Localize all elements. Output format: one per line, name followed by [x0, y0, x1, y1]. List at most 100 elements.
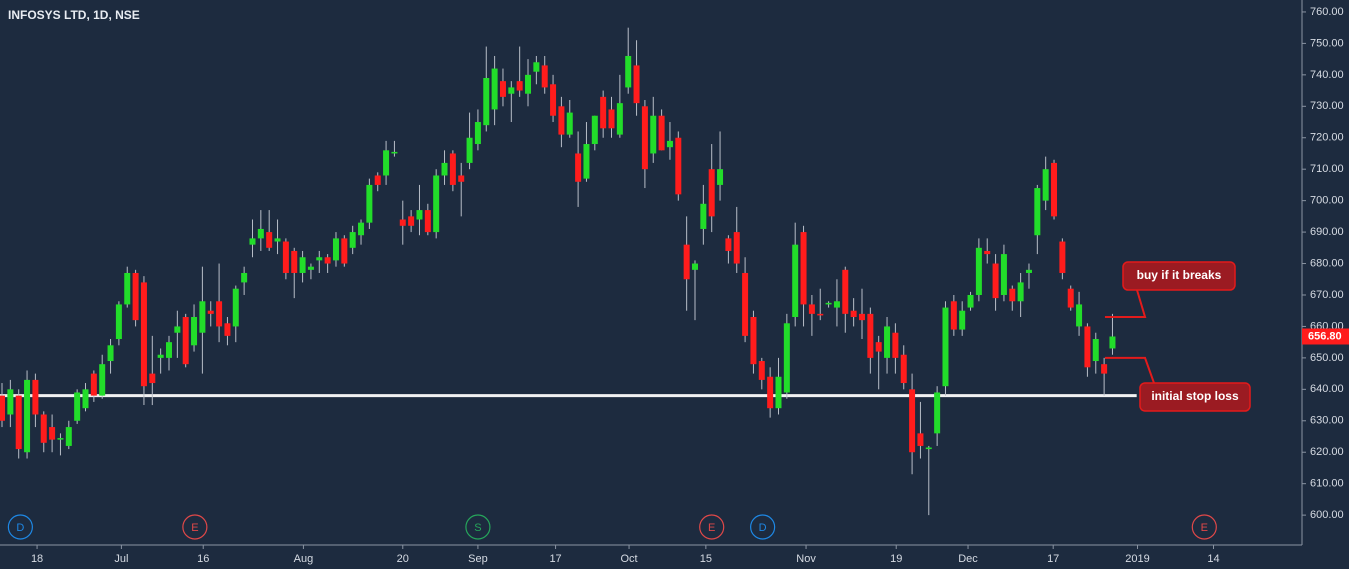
candle-body — [558, 106, 565, 135]
candle-body — [575, 153, 582, 182]
candle-body — [792, 244, 799, 317]
candle-body — [216, 301, 223, 327]
event-marker — [750, 514, 776, 540]
candle-body — [692, 263, 699, 270]
candle-body — [591, 115, 598, 145]
candle-body — [508, 87, 515, 94]
candle-body — [683, 244, 690, 280]
candle-body — [1009, 288, 1016, 302]
y-tick-label: 760.00 — [1310, 6, 1344, 18]
event-marker — [1191, 514, 1217, 540]
candle-body — [1042, 169, 1049, 201]
candle-body — [616, 103, 623, 135]
y-tick-label: 700.00 — [1310, 195, 1344, 207]
y-tick-label: 600.00 — [1310, 509, 1344, 521]
last-price-box — [1302, 328, 1349, 345]
x-tick-label: Nov — [796, 553, 816, 565]
last-price-label: 656.80 — [1308, 330, 1342, 342]
candle-body — [149, 373, 156, 384]
candle-body — [40, 414, 47, 443]
candle-body — [742, 272, 749, 336]
x-tick-label: 16 — [197, 553, 209, 565]
candle-body — [132, 272, 139, 321]
candle-body — [675, 137, 682, 195]
candle-body — [349, 232, 356, 248]
y-tick-label: 740.00 — [1310, 69, 1344, 81]
candle-body — [491, 68, 498, 110]
candle-body — [165, 342, 172, 358]
candle-body — [925, 447, 932, 450]
candle-body — [474, 122, 481, 145]
event-marker — [7, 514, 33, 540]
x-tick-label: 17 — [1047, 553, 1059, 565]
candle-body — [666, 140, 673, 148]
candle-body — [124, 272, 131, 305]
annotation-box — [1122, 261, 1236, 291]
candle-body — [1051, 162, 1058, 217]
candle-body — [274, 238, 281, 242]
candle-body — [65, 427, 72, 446]
candle-body — [174, 326, 181, 333]
candle-body — [1000, 254, 1007, 295]
candle-body — [82, 389, 89, 409]
candle-body — [808, 304, 815, 314]
candle-body — [600, 96, 607, 129]
event-label: D — [759, 522, 767, 534]
candle-body — [307, 266, 314, 270]
candle-body — [658, 115, 665, 151]
annotation-text: buy if it breaks — [1137, 268, 1222, 282]
event-label: D — [16, 522, 24, 534]
x-tick-label: 15 — [700, 553, 712, 565]
candle-body — [232, 288, 239, 327]
candle-body — [992, 263, 999, 299]
candle-body — [441, 162, 448, 176]
y-tick-label: 730.00 — [1310, 100, 1344, 112]
candle-body — [1084, 326, 1091, 368]
candle-body — [917, 433, 924, 446]
x-tick-label: Sep — [468, 553, 488, 565]
y-tick-label: 710.00 — [1310, 163, 1344, 175]
candle-body — [374, 175, 381, 185]
event-label: S — [474, 522, 481, 534]
candle-body — [299, 257, 306, 273]
candle-body — [825, 302, 832, 305]
candle-body — [975, 247, 982, 295]
candle-body — [900, 354, 907, 384]
candle-body — [708, 169, 715, 217]
candle-body — [199, 301, 206, 333]
x-tick-label: 19 — [890, 553, 902, 565]
candle-body — [525, 74, 532, 94]
y-tick-label: 750.00 — [1310, 37, 1344, 49]
candle-body — [566, 112, 573, 135]
candle-body — [115, 304, 122, 340]
candle-body — [959, 310, 966, 330]
candle-body — [758, 361, 765, 380]
candle-body — [650, 115, 657, 154]
candle-body — [909, 389, 916, 453]
x-tick-label: Aug — [294, 553, 314, 565]
candle-body — [775, 376, 782, 409]
candle-body — [783, 323, 790, 393]
annotation-line — [1104, 289, 1147, 318]
candle-body — [1059, 241, 1066, 273]
candle-body — [49, 427, 56, 440]
candle-body — [934, 392, 941, 434]
candle-body — [1109, 336, 1116, 349]
candle-body — [366, 184, 373, 223]
candle-body — [32, 379, 39, 415]
candle-body — [458, 175, 465, 182]
y-tick-label: 680.00 — [1310, 257, 1344, 269]
event-label: E — [708, 522, 715, 534]
candle-body — [942, 307, 949, 387]
y-tick-label: 670.00 — [1310, 289, 1344, 301]
candle-body — [433, 175, 440, 233]
candle-body — [358, 222, 365, 236]
candle-body — [74, 392, 81, 421]
candle-body — [483, 77, 490, 126]
x-tick-label: 18 — [31, 553, 43, 565]
candle-body — [57, 438, 64, 440]
candle-body — [316, 257, 323, 261]
y-tick-label: 610.00 — [1310, 478, 1344, 490]
candle-body — [282, 241, 289, 273]
